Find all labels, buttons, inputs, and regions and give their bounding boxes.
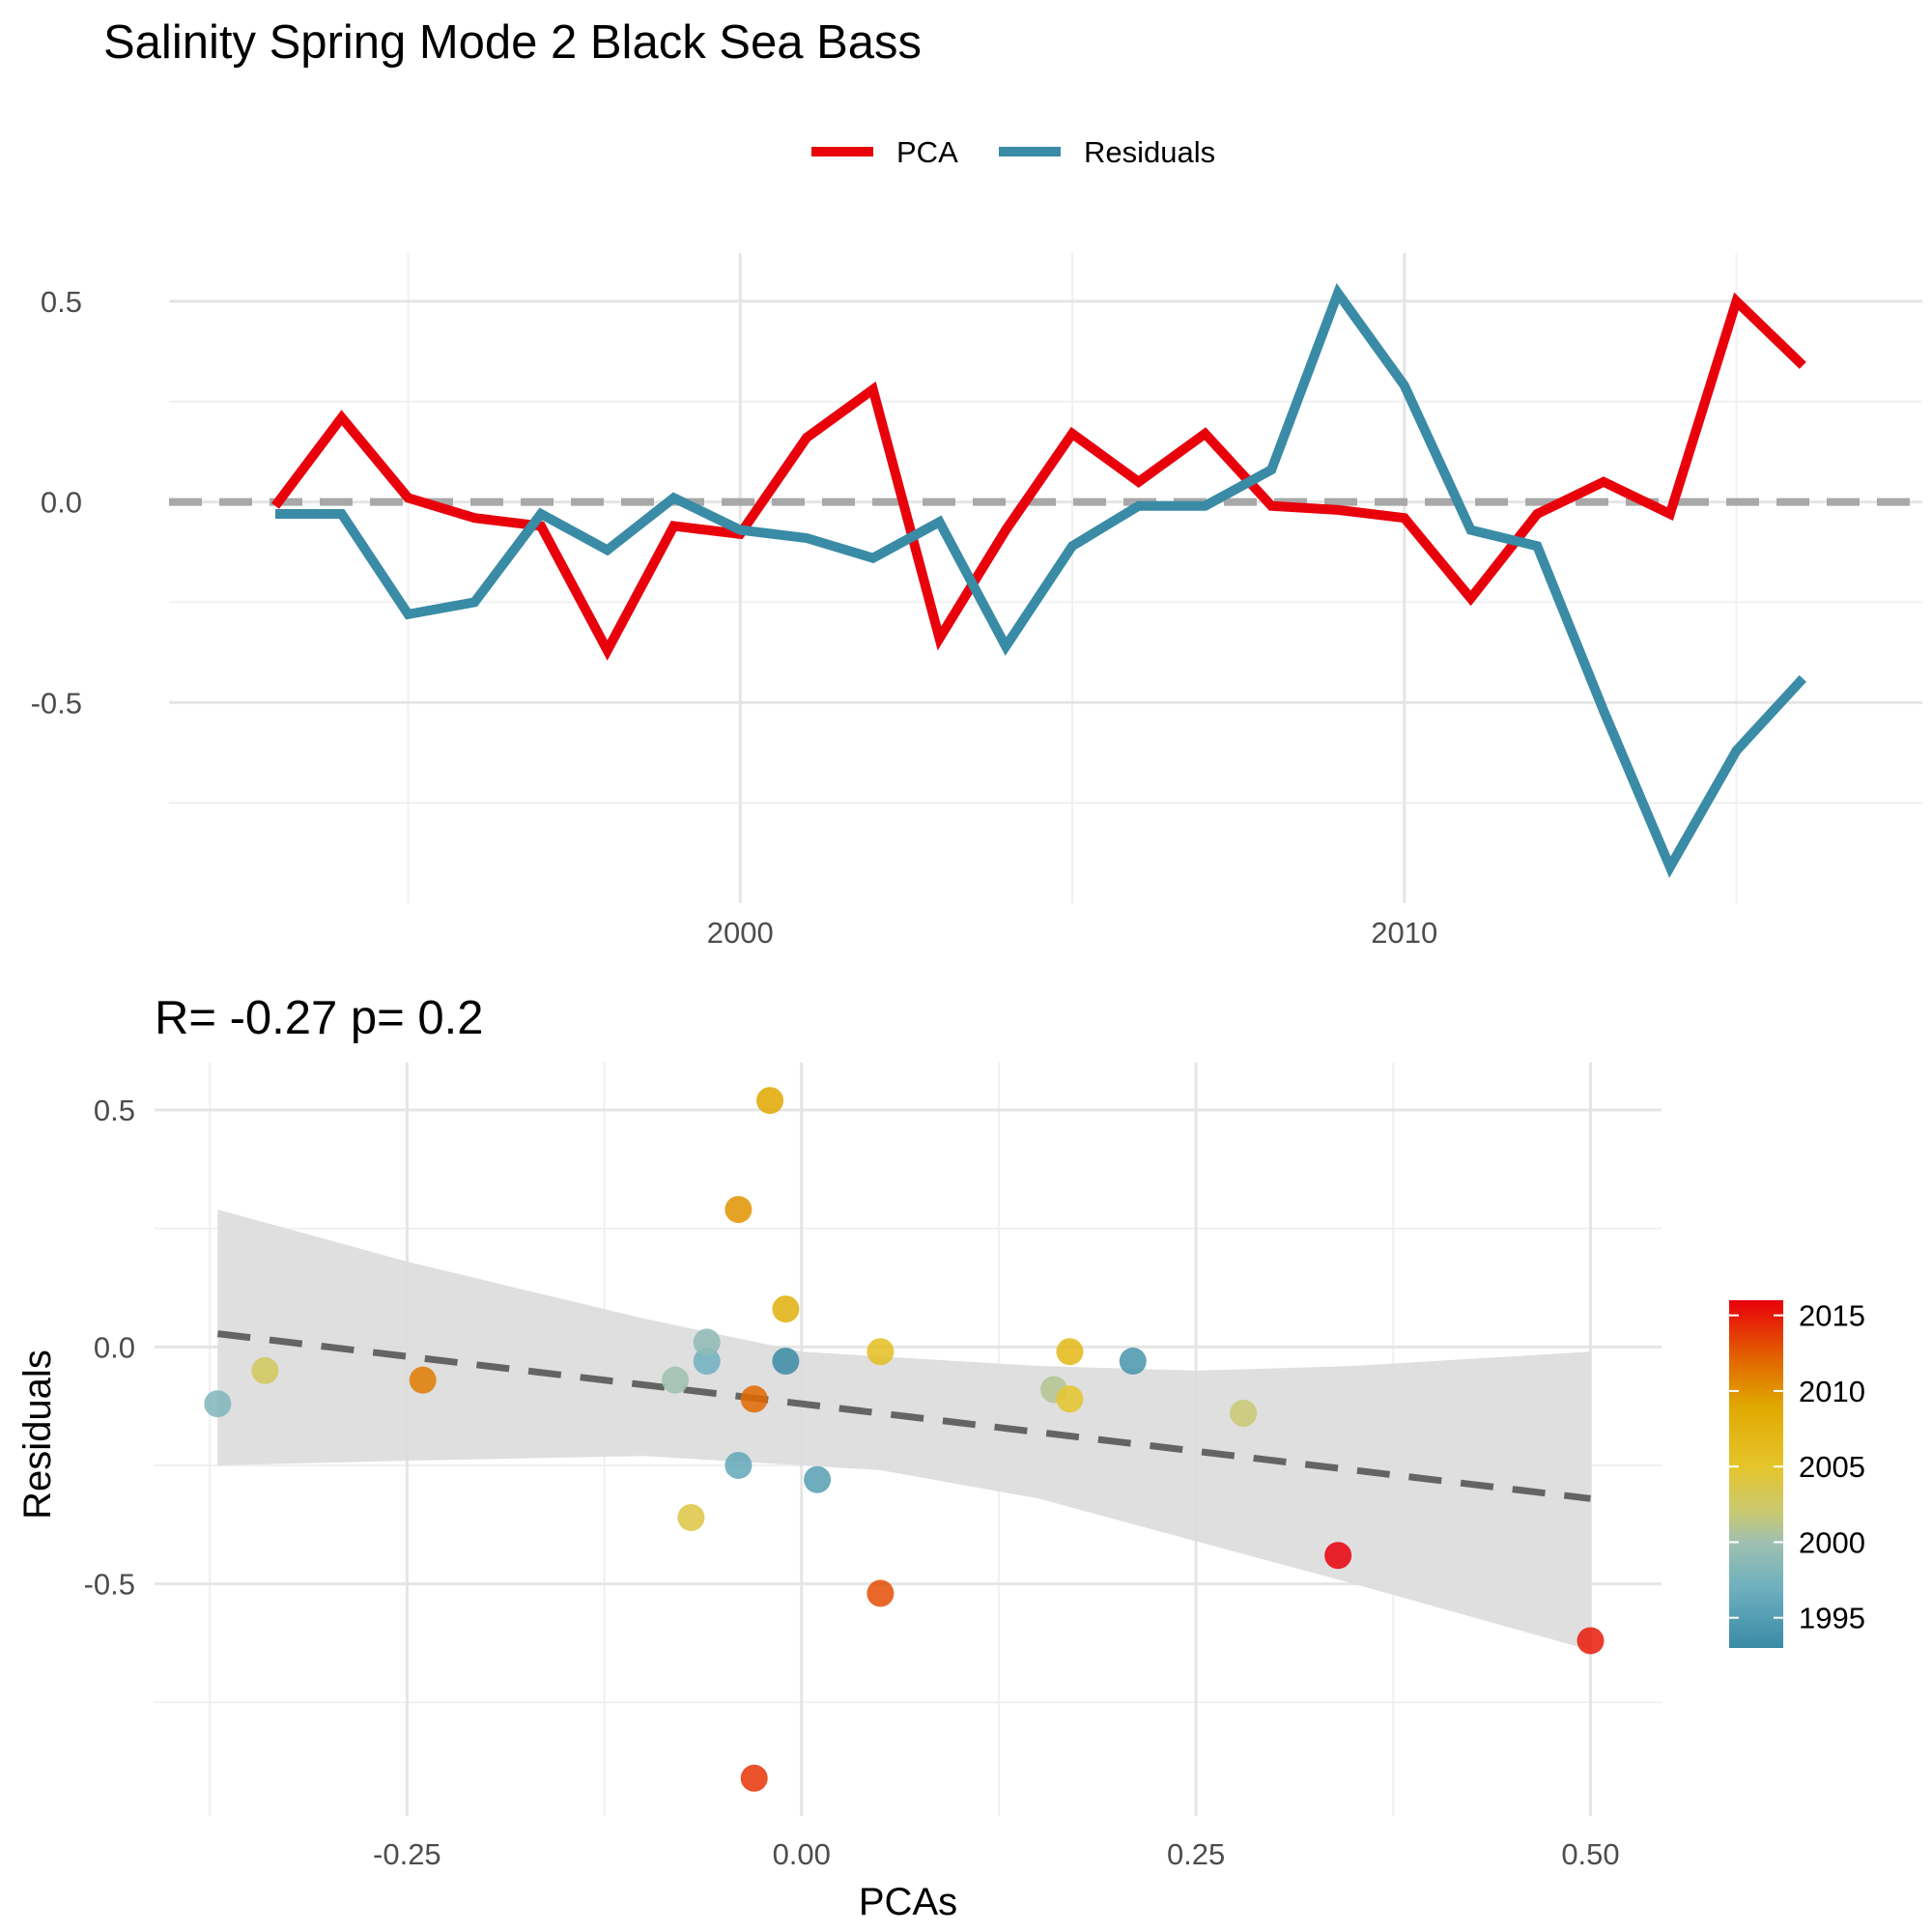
scatter-point <box>1324 1542 1352 1570</box>
colorbar-tick-label: 1995 <box>1799 1602 1865 1635</box>
x-tick-label: 2010 <box>1371 916 1437 950</box>
confidence-band <box>217 1209 1591 1651</box>
legend-label-pca: PCA <box>896 135 958 169</box>
scatter-point <box>724 1196 753 1224</box>
colorbar-ticks: 2015 2010 2005 2000 1995 <box>1729 1299 1865 1635</box>
x-tick-label: 0.00 <box>773 1837 831 1871</box>
scatter-point <box>409 1366 437 1394</box>
fit-line <box>216 1330 1591 1502</box>
scatter-point <box>740 1764 768 1792</box>
scatter-point <box>867 1338 895 1366</box>
x-tick-label: 0.50 <box>1561 1837 1619 1871</box>
legend: PCA Residuals <box>811 135 1215 169</box>
scatter-subtitle: R= -0.27 p= 0.2 <box>155 992 484 1044</box>
y-tick-label: 0.0 <box>94 1330 135 1364</box>
line-panel-x-ticks: 2000 2010 <box>707 916 1437 950</box>
regression-line <box>216 1330 1591 1502</box>
chart-title: Salinity Spring Mode 2 Black Sea Bass <box>103 16 922 69</box>
y-tick-label: 0.0 <box>41 486 82 520</box>
scatter-point <box>251 1356 279 1384</box>
scatter-point <box>677 1503 705 1531</box>
confidence-ribbon <box>217 1209 1591 1651</box>
y-tick-label: 0.5 <box>41 285 82 319</box>
scatter-point <box>772 1348 800 1376</box>
scatter-point <box>756 1087 784 1115</box>
scatter-point <box>693 1348 721 1376</box>
colorbar-tick-label: 2015 <box>1799 1299 1865 1333</box>
line-panel: 0.5 0.0 -0.5 2000 2010 <box>31 253 1922 950</box>
scatter-point <box>693 1328 721 1356</box>
scatter-panel-y-ticks: 0.5 0.0 -0.5 <box>84 1094 135 1602</box>
line-panel-y-ticks: 0.5 0.0 -0.5 <box>31 285 82 720</box>
scatter-panel-x-ticks: -0.25 0.00 0.25 0.50 <box>373 1837 1620 1871</box>
scatter-point <box>662 1366 690 1394</box>
y-tick-label: -0.5 <box>31 686 82 720</box>
y-tick-label: -0.5 <box>84 1568 135 1602</box>
scatter-point <box>1230 1400 1258 1428</box>
scatter-point <box>724 1451 753 1479</box>
scatter-point <box>204 1390 232 1418</box>
colorbar-tick-label: 2010 <box>1799 1375 1865 1408</box>
y-tick-label: 0.5 <box>94 1094 135 1127</box>
scatter-point <box>1056 1338 1084 1366</box>
x-axis-title: PCAs <box>859 1881 957 1923</box>
scatter-point <box>804 1465 832 1493</box>
line-panel-series <box>271 283 1806 878</box>
scatter-panel: 0.5 0.0 -0.5 -0.25 0.00 0.25 0.50 <box>84 1063 1662 1871</box>
scatter-point <box>1577 1627 1605 1655</box>
legend-label-residuals: Residuals <box>1084 135 1215 169</box>
scatter-point <box>1056 1385 1084 1413</box>
x-tick-label: 0.25 <box>1167 1837 1225 1871</box>
series-line-residuals <box>275 283 1806 878</box>
scatter-point <box>772 1295 800 1323</box>
scatter-points <box>204 1087 1605 1792</box>
colorbar-gradient <box>1729 1300 1783 1648</box>
scatter-point <box>867 1579 895 1607</box>
colorbar-tick-label: 2005 <box>1799 1450 1865 1484</box>
scatter-point <box>1119 1348 1147 1376</box>
y-axis-title: Residuals <box>16 1350 59 1520</box>
colorbar-legend: 2015 2010 2005 2000 1995 <box>1729 1299 1865 1648</box>
scatter-point <box>740 1385 768 1413</box>
x-tick-label: 2000 <box>707 916 774 950</box>
colorbar-tick-label: 2000 <box>1799 1525 1865 1559</box>
x-tick-label: -0.25 <box>373 1837 441 1871</box>
